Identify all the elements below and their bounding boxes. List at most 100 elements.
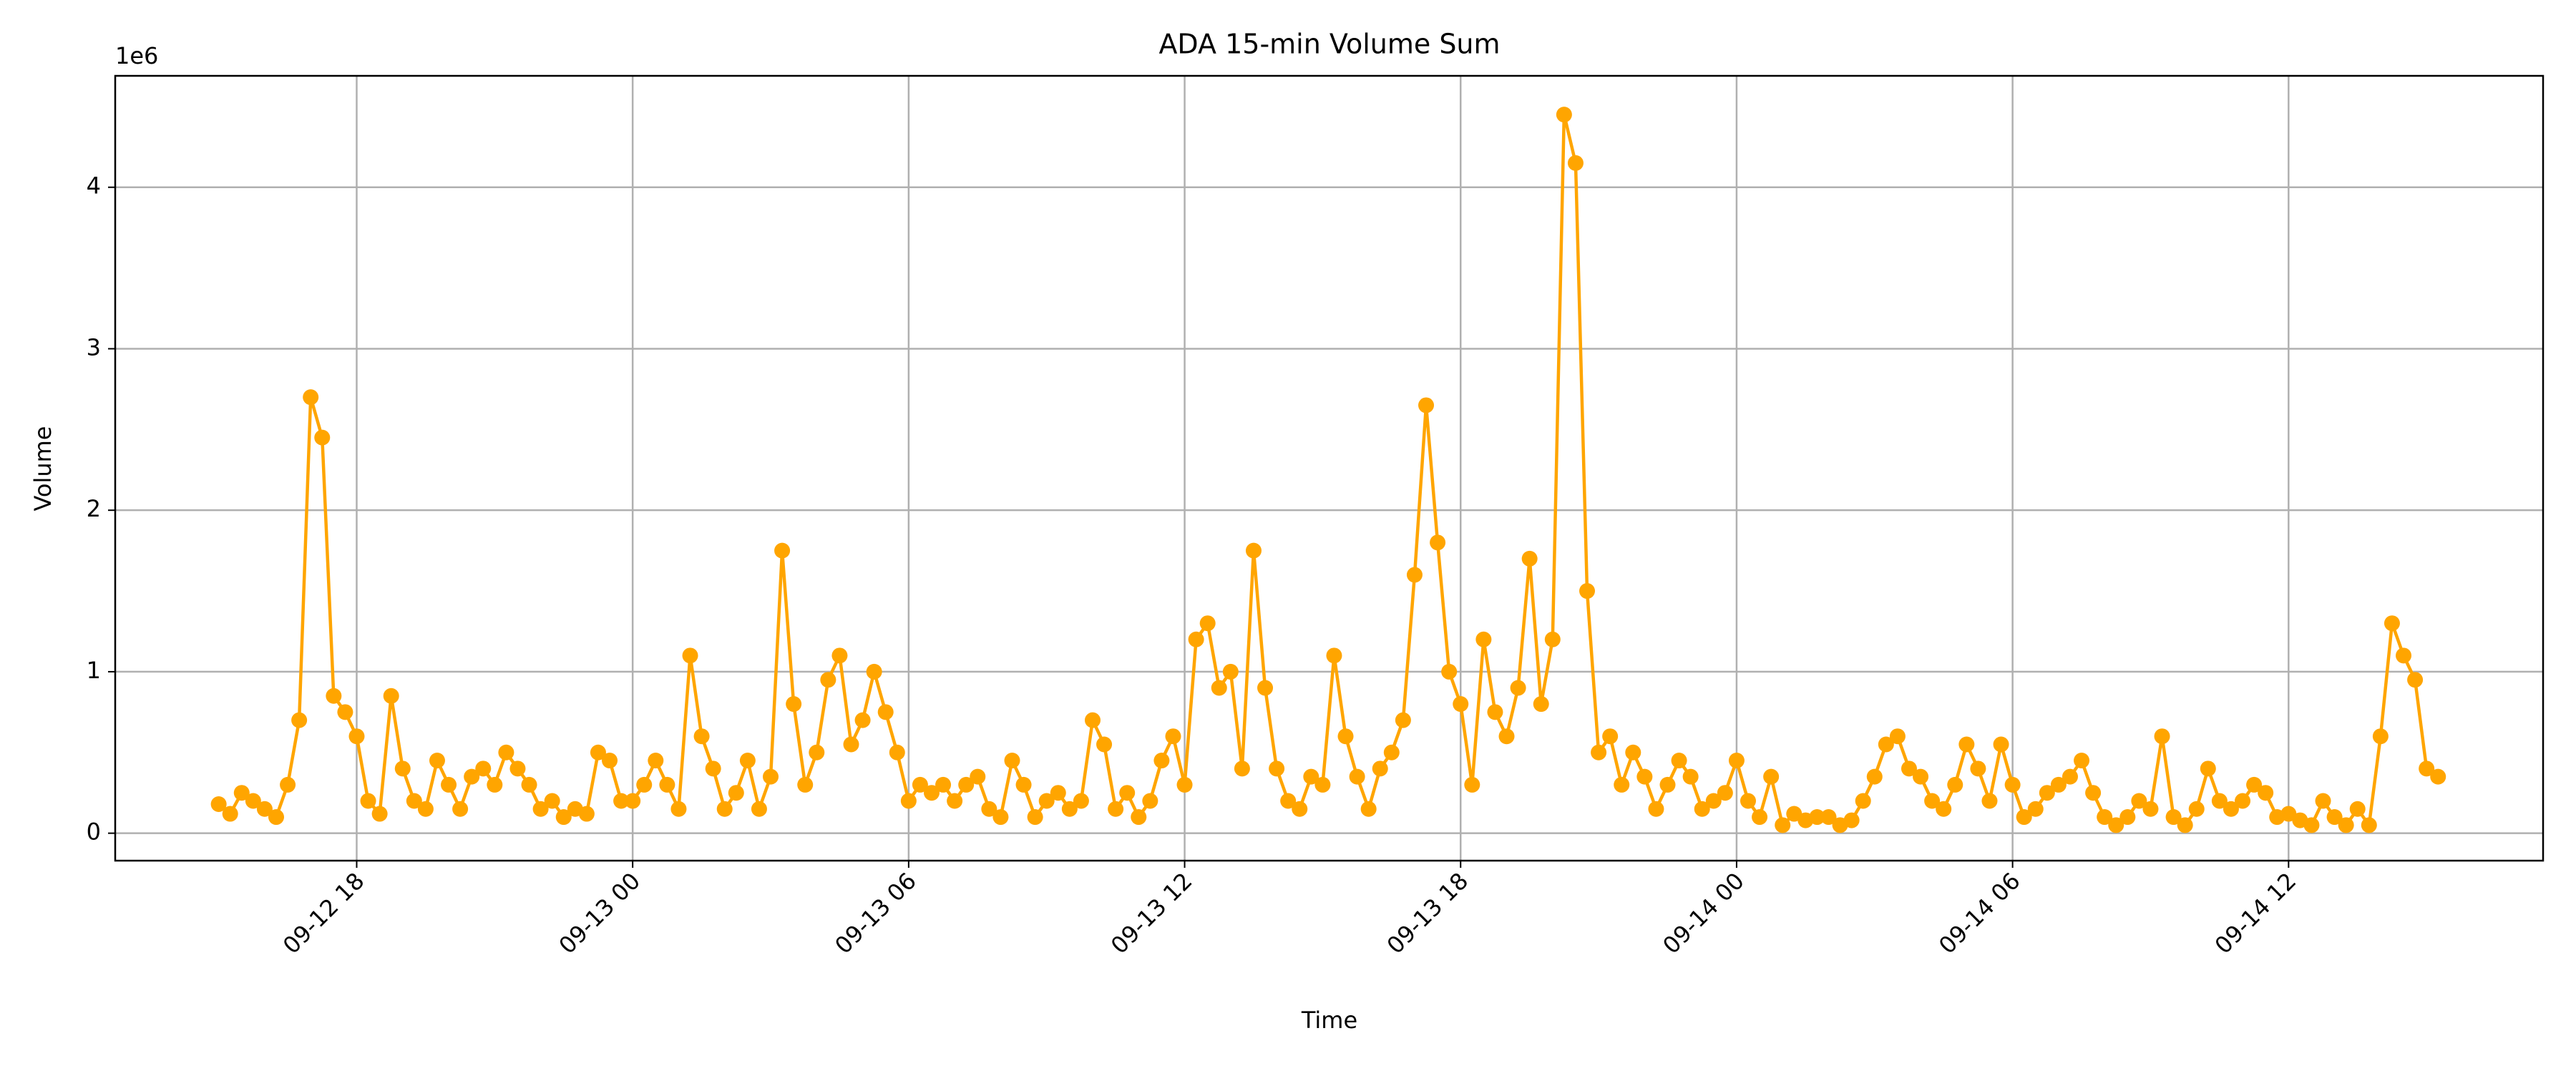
data-point <box>2016 809 2032 826</box>
data-point <box>2223 801 2239 817</box>
data-point <box>1924 793 1941 809</box>
data-point <box>2419 760 2435 777</box>
data-point <box>774 542 791 559</box>
data-point <box>2108 817 2124 833</box>
data-point <box>326 688 342 704</box>
data-point <box>1820 809 1837 826</box>
data-point <box>2246 776 2263 793</box>
data-point <box>544 793 560 809</box>
data-point <box>280 776 296 793</box>
data-point <box>1245 542 1262 559</box>
data-point <box>1475 631 1492 647</box>
data-point <box>2361 817 2377 833</box>
x-tick-label: 09-14 06 <box>1933 867 2026 959</box>
data-point <box>2315 793 2331 809</box>
data-point <box>210 796 227 812</box>
data-point <box>992 809 1009 826</box>
data-point <box>1119 785 1136 801</box>
data-point <box>360 793 376 809</box>
data-point <box>763 768 779 785</box>
data-point <box>831 647 848 664</box>
y-tick-label: 2 <box>87 495 101 522</box>
data-point <box>1314 776 1331 793</box>
y-tick-label: 4 <box>87 172 101 200</box>
data-point <box>1176 776 1193 793</box>
data-point <box>1073 793 1089 809</box>
data-point <box>371 806 388 822</box>
data-point <box>1855 793 1871 809</box>
data-point <box>2154 728 2170 745</box>
data-point <box>2303 817 2320 833</box>
x-tick-label: 09-14 12 <box>2210 867 2302 959</box>
data-point <box>348 728 365 745</box>
data-point <box>2027 801 2044 817</box>
data-point <box>1752 809 1768 826</box>
data-point <box>1936 801 1952 817</box>
data-point <box>2062 768 2078 785</box>
data-point <box>1418 397 1435 414</box>
data-point <box>1579 583 1596 600</box>
data-point <box>1211 680 1227 696</box>
data-point <box>900 793 917 809</box>
data-point <box>532 801 549 817</box>
x-tick-label: 09-12 18 <box>278 867 370 959</box>
data-point <box>1038 793 1055 809</box>
data-point <box>337 704 353 720</box>
data-point <box>820 672 836 688</box>
data-point <box>1234 760 1250 777</box>
data-point <box>1269 760 1285 777</box>
data-point <box>464 768 480 785</box>
data-point <box>854 712 871 728</box>
data-point <box>1763 768 1780 785</box>
data-point <box>1958 736 1975 753</box>
data-point <box>417 801 434 817</box>
data-point <box>245 793 261 809</box>
data-point <box>233 785 250 801</box>
data-point <box>1464 776 1480 793</box>
data-point <box>1970 760 1986 777</box>
data-point <box>1108 801 1124 817</box>
data-point <box>2430 768 2446 785</box>
data-point <box>751 801 767 817</box>
data-point <box>2004 776 2021 793</box>
data-point <box>2097 809 2113 826</box>
data-point <box>1556 107 1572 123</box>
data-point <box>2407 672 2424 688</box>
data-point <box>912 776 928 793</box>
series-line <box>218 112 2439 827</box>
data-point <box>303 389 319 406</box>
data-point <box>923 785 940 801</box>
data-point <box>1372 760 1388 777</box>
data-point <box>1843 812 1860 828</box>
data-point <box>2177 817 2193 833</box>
data-point <box>1717 785 1733 801</box>
data-point <box>1222 663 1239 680</box>
data-point <box>1544 631 1561 647</box>
data-point <box>2396 647 2412 664</box>
data-point <box>786 696 802 713</box>
data-point <box>2372 728 2389 745</box>
x-tick-label: 09-14 00 <box>1657 867 1750 959</box>
data-point <box>797 776 814 793</box>
data-point <box>2235 793 2251 809</box>
data-point <box>636 776 653 793</box>
data-point <box>475 760 492 777</box>
data-point <box>2326 809 2343 826</box>
data-point <box>2258 785 2274 801</box>
plot-frame <box>114 74 2545 862</box>
data-point <box>877 704 894 720</box>
x-axis-label: Time <box>1301 1007 1357 1034</box>
data-point <box>2039 785 2055 801</box>
data-point <box>1682 768 1699 785</box>
x-tick-label: 09-13 12 <box>1106 867 1198 959</box>
y-axis-label: Volume <box>29 426 57 511</box>
data-point <box>1591 744 1607 760</box>
data-point <box>1084 712 1101 728</box>
data-point <box>2131 793 2147 809</box>
data-point <box>452 801 469 817</box>
data-point <box>487 776 503 793</box>
data-point <box>1498 728 1515 745</box>
data-point <box>441 776 457 793</box>
data-point <box>2200 760 2216 777</box>
